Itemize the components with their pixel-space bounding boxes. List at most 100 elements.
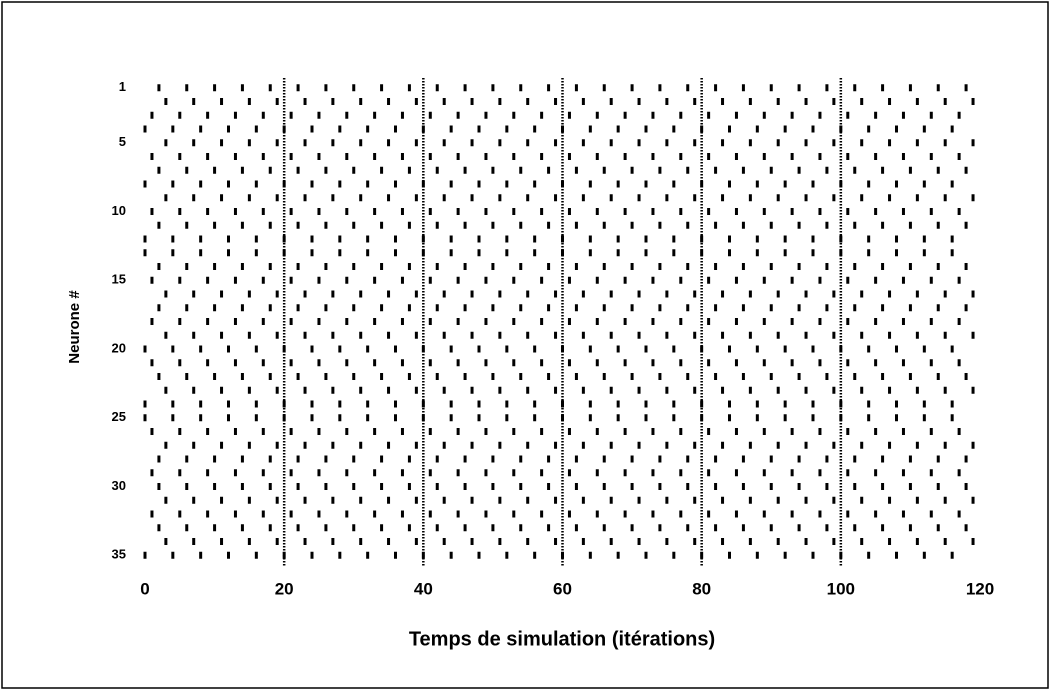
spike (477, 551, 481, 559)
spike (331, 98, 335, 105)
spike (171, 400, 175, 408)
spike (943, 386, 947, 394)
spike (929, 428, 933, 435)
spike (498, 290, 502, 298)
spike (178, 153, 182, 160)
spike (609, 290, 613, 298)
spike (804, 290, 808, 298)
spike (547, 221, 551, 229)
spike (581, 386, 585, 394)
spike (456, 318, 460, 325)
spike (846, 428, 850, 435)
spike (554, 331, 558, 339)
spike (331, 331, 335, 339)
spike (519, 221, 523, 229)
spike (797, 166, 801, 174)
spike (714, 373, 718, 380)
spike (185, 221, 189, 229)
x-tick-label: 100 (827, 579, 855, 598)
spike (658, 524, 662, 532)
spike (519, 455, 523, 463)
spike (296, 263, 300, 270)
spike (665, 538, 669, 545)
spike (964, 455, 968, 463)
spike (922, 180, 926, 188)
spike (588, 345, 592, 353)
spike (407, 263, 411, 270)
spike (164, 538, 168, 545)
spike (797, 263, 801, 270)
spike (359, 441, 363, 449)
spike (470, 386, 474, 394)
spike (665, 290, 669, 298)
spike (477, 414, 481, 422)
spike (860, 331, 864, 339)
spike (762, 469, 766, 477)
spike (484, 318, 488, 325)
spike (199, 235, 203, 243)
spike (192, 290, 196, 298)
spike (303, 386, 307, 394)
spike (296, 455, 300, 463)
spike (888, 496, 892, 504)
spike (595, 208, 599, 215)
spike (637, 331, 641, 339)
spike (338, 414, 342, 422)
spike (428, 469, 432, 477)
spike (338, 345, 342, 353)
spike (512, 359, 516, 367)
spike (658, 166, 662, 174)
spike (199, 551, 203, 559)
spike (693, 98, 697, 105)
spike (707, 428, 711, 435)
spike (748, 331, 752, 339)
spike (783, 551, 787, 559)
spike (150, 469, 154, 477)
spike (700, 551, 704, 559)
spike (345, 153, 349, 160)
spike (213, 221, 217, 229)
spike (247, 139, 251, 147)
spike (505, 551, 509, 559)
spike (700, 180, 704, 188)
spike (317, 469, 321, 477)
spike (296, 166, 300, 174)
spike (874, 359, 878, 367)
spike (338, 249, 342, 257)
spike (637, 139, 641, 147)
spike (533, 235, 537, 243)
spike (199, 180, 203, 188)
spike (220, 139, 224, 147)
spike (449, 180, 453, 188)
spike (881, 263, 885, 270)
spike (178, 111, 182, 119)
spike (832, 538, 836, 545)
spike (721, 386, 725, 394)
spike (185, 84, 189, 92)
spike (901, 208, 905, 215)
spike (282, 235, 286, 243)
spike (275, 496, 279, 504)
spike (345, 111, 349, 119)
spike (957, 111, 961, 119)
spike (303, 496, 307, 504)
spike (929, 318, 933, 325)
spike (686, 304, 690, 312)
spike (888, 386, 892, 394)
spike (164, 98, 168, 105)
spike (734, 276, 738, 284)
spike (512, 208, 516, 215)
spike (380, 166, 384, 174)
spike (602, 263, 606, 270)
spike (192, 538, 196, 545)
spike (595, 276, 599, 284)
spike (943, 290, 947, 298)
spike (268, 166, 272, 174)
spike (484, 428, 488, 435)
spike (449, 551, 453, 559)
spike (922, 125, 926, 133)
spike (491, 483, 495, 490)
spike (470, 496, 474, 504)
spike (811, 400, 815, 408)
spike (380, 304, 384, 312)
